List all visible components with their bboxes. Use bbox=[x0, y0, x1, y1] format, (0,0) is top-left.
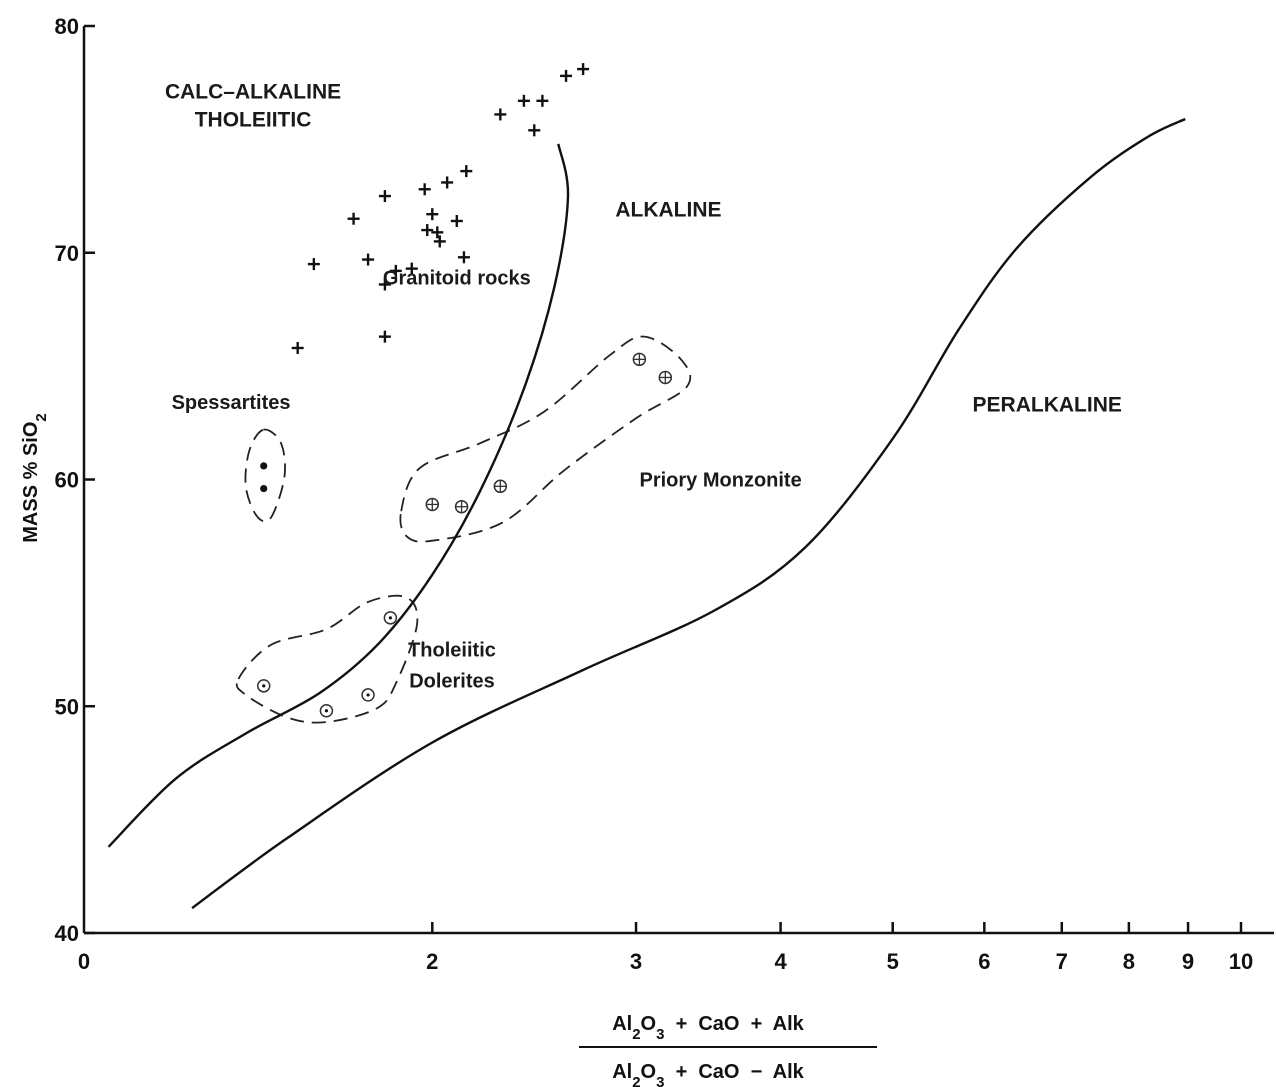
point-priory-monzonite bbox=[632, 352, 647, 367]
point-tholeiitic-dolerites bbox=[383, 611, 398, 625]
point-granitoid-rocks bbox=[405, 262, 418, 275]
x-axis-title-numerator: Al2O3 + CaO + Alk bbox=[612, 1013, 804, 1043]
x-axis-title-denominator: Al2O3 + CaO − Alk bbox=[612, 1061, 804, 1087]
region-label-calc-alkaline: THOLEIITIC bbox=[195, 109, 312, 132]
x-tick-label: 0 bbox=[78, 949, 90, 974]
point-granitoid-rocks bbox=[421, 224, 434, 237]
series-label-spessartites: Spessartites bbox=[172, 392, 291, 414]
envelope-spessartites bbox=[244, 428, 286, 523]
point-granitoid-rocks bbox=[528, 124, 541, 137]
point-granitoid-rocks bbox=[450, 215, 463, 228]
boundary-curve-alkaline-peralkaline bbox=[191, 117, 1186, 910]
x-tick-label: 10 bbox=[1229, 949, 1253, 974]
point-priory-monzonite bbox=[493, 479, 508, 494]
boundary-curves bbox=[107, 117, 1186, 910]
x-tick-label: 8 bbox=[1123, 949, 1135, 974]
point-granitoid-rocks bbox=[418, 183, 431, 196]
point-granitoid-rocks bbox=[378, 190, 391, 203]
point-spessartites bbox=[260, 484, 268, 493]
point-priory-monzonite bbox=[658, 370, 673, 385]
x-tick-label: 4 bbox=[774, 949, 787, 974]
point-granitoid-rocks bbox=[494, 108, 507, 121]
point-granitoid-rocks bbox=[362, 253, 375, 266]
point-tholeiitic-dolerites bbox=[319, 704, 334, 718]
point-granitoid-rocks bbox=[517, 94, 530, 107]
x-tick-label: 2 bbox=[426, 949, 438, 974]
point-granitoid-rocks bbox=[426, 208, 439, 221]
y-tick-label: 60 bbox=[55, 468, 79, 493]
series-label-tholeiitic-dolerites: Tholeiitic bbox=[408, 639, 496, 661]
point-tholeiitic-dolerites bbox=[361, 688, 375, 702]
point-priory-monzonite bbox=[454, 499, 469, 514]
point-granitoid-rocks bbox=[431, 226, 444, 239]
point-granitoid-rocks bbox=[291, 341, 304, 354]
axes: 40 50 60 70 80 0 2 3 4 5 6 7 8 9 10 bbox=[55, 14, 1274, 974]
point-granitoid-rocks bbox=[433, 235, 446, 248]
point-tholeiitic-dolerites bbox=[256, 679, 271, 693]
axis-titles: MASS % SiO2 Al2O3 + CaO + Alk Al2O3 + CaO … bbox=[20, 413, 877, 1087]
x-tick-label: 5 bbox=[887, 949, 899, 974]
point-priory-monzonite bbox=[425, 497, 440, 512]
y-tick-label: 50 bbox=[55, 694, 79, 719]
chart-labels: CALC–ALKALINE THOLEIITIC ALKALINE PERALKALI… bbox=[165, 81, 1122, 693]
point-granitoid-rocks bbox=[378, 330, 391, 343]
point-granitoid-rocks bbox=[460, 165, 473, 178]
series-label-tholeiitic-dolerites: Dolerites bbox=[409, 670, 495, 692]
series-label-priory-monzonite: Priory Monzonite bbox=[639, 469, 801, 491]
data-marks bbox=[256, 63, 673, 718]
point-granitoid-rocks bbox=[577, 63, 590, 76]
y-tick-label: 80 bbox=[55, 14, 79, 39]
region-label-alkaline: ALKALINE bbox=[615, 198, 721, 221]
x-tick-label: 9 bbox=[1182, 949, 1194, 974]
group-envelopes bbox=[235, 335, 692, 724]
region-label-calc-alkaline: CALC–ALKALINE bbox=[165, 81, 341, 104]
point-spessartites bbox=[260, 462, 268, 470]
point-granitoid-rocks bbox=[307, 258, 320, 271]
point-granitoid-rocks bbox=[457, 251, 470, 264]
point-granitoid-rocks bbox=[560, 69, 573, 82]
x-tick-label: 6 bbox=[978, 949, 990, 974]
y-tick-label: 40 bbox=[55, 921, 79, 946]
point-granitoid-rocks bbox=[441, 176, 454, 189]
point-granitoid-rocks bbox=[536, 94, 549, 107]
envelope-tholeiitic-dolerites bbox=[235, 594, 419, 724]
point-granitoid-rocks bbox=[389, 264, 402, 277]
x-tick-label: 3 bbox=[630, 949, 642, 974]
boundary-curve-calc-alkaline-alkaline bbox=[107, 143, 570, 848]
point-granitoid-rocks bbox=[378, 278, 391, 291]
point-granitoid-rocks bbox=[347, 212, 360, 225]
x-tick-label: 7 bbox=[1056, 949, 1068, 974]
series-label-granitoid-rocks: Granitoid rocks bbox=[383, 267, 531, 289]
envelope-priory-monzonite bbox=[399, 335, 692, 543]
region-label-peralkaline: PERALKALINE bbox=[973, 393, 1122, 416]
y-axis-title: MASS % SiO2 bbox=[20, 413, 50, 542]
y-tick-label: 70 bbox=[55, 241, 79, 266]
